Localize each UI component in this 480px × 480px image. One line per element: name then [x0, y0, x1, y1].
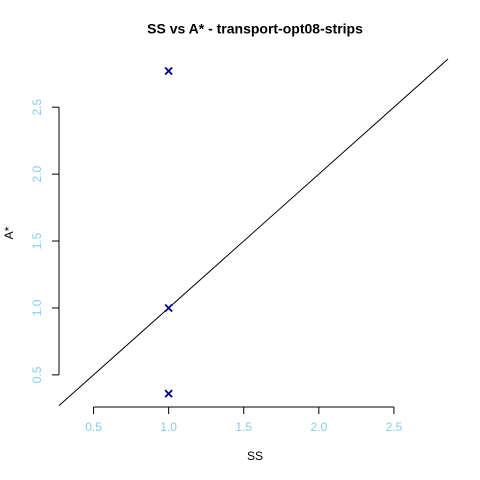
x-axis-label: SS — [247, 449, 263, 463]
x-tick-label: 1.5 — [235, 420, 252, 434]
diagonal-line — [58, 58, 449, 407]
x-tick-label: 1.0 — [160, 420, 177, 434]
y-axis-label: A* — [2, 226, 16, 239]
y-tick-label: 1.5 — [30, 232, 44, 249]
x-tick-label: 2.0 — [310, 420, 327, 434]
y-tick-label: 2.0 — [30, 165, 44, 182]
y-tick-label: 1.0 — [30, 299, 44, 316]
point — [164, 303, 173, 313]
point — [164, 66, 173, 76]
chart-title: SS vs A* - transport-opt08-strips — [147, 21, 363, 37]
x-tick-label: 0.5 — [85, 420, 102, 434]
y-tick-label: 2.5 — [30, 99, 44, 116]
x-tick-label: 2.5 — [386, 420, 403, 434]
point — [164, 389, 173, 398]
y-tick-label: 0.5 — [30, 366, 44, 383]
